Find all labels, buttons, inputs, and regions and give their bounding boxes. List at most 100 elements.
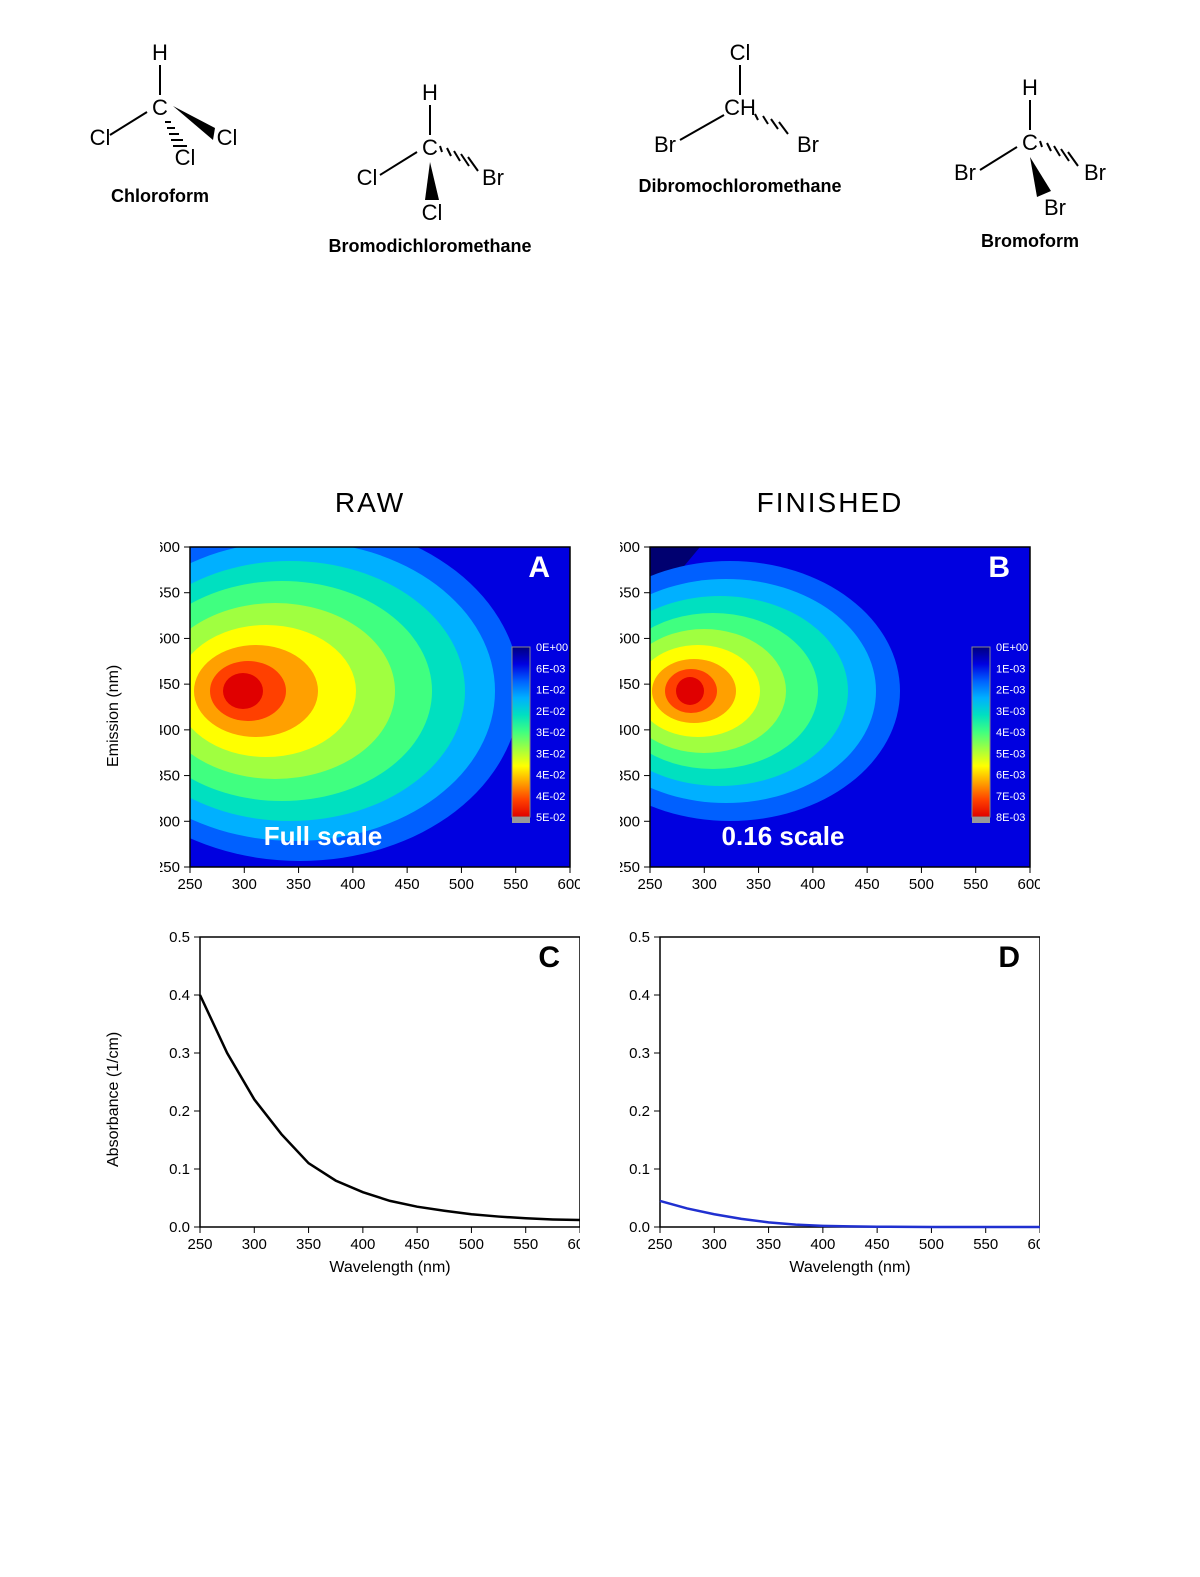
svg-text:Cl: Cl xyxy=(175,145,196,170)
svg-text:0.2: 0.2 xyxy=(629,1103,650,1120)
svg-text:350: 350 xyxy=(286,876,311,893)
svg-text:4E-03: 4E-03 xyxy=(996,727,1025,739)
svg-text:600: 600 xyxy=(620,539,640,556)
svg-text:5E-03: 5E-03 xyxy=(996,748,1025,760)
svg-text:C: C xyxy=(1022,130,1038,155)
svg-text:A: A xyxy=(528,551,550,584)
svg-text:400: 400 xyxy=(800,876,825,893)
svg-text:350: 350 xyxy=(160,768,180,785)
svg-text:B: B xyxy=(988,551,1010,584)
svg-text:Br: Br xyxy=(797,132,819,157)
svg-text:Wavelength (nm): Wavelength (nm) xyxy=(789,1259,910,1276)
svg-text:300: 300 xyxy=(702,1236,727,1253)
svg-text:400: 400 xyxy=(810,1236,835,1253)
svg-text:400: 400 xyxy=(350,1236,375,1253)
svg-text:Full scale: Full scale xyxy=(264,821,383,851)
panel-a: 2503003504004505005506002503003504004505… xyxy=(160,537,580,902)
svg-text:Br: Br xyxy=(1084,160,1106,185)
svg-text:2E-03: 2E-03 xyxy=(996,685,1025,697)
svg-text:Cl: Cl xyxy=(422,200,443,225)
svg-text:400: 400 xyxy=(620,722,640,739)
svg-text:Br: Br xyxy=(482,165,504,190)
charts-grid: Emission (nm) Absorbance (1/cm) 25030035… xyxy=(100,527,1140,1307)
svg-text:500: 500 xyxy=(909,876,934,893)
panel-b: 2503003504004505005506002503003504004505… xyxy=(620,537,1040,902)
svg-text:250: 250 xyxy=(160,859,180,876)
svg-text:400: 400 xyxy=(340,876,365,893)
svg-text:500: 500 xyxy=(160,630,180,647)
svg-text:6E-03: 6E-03 xyxy=(996,770,1025,782)
molecule-name: Bromoform xyxy=(920,231,1140,252)
svg-text:600: 600 xyxy=(567,1236,580,1253)
svg-text:350: 350 xyxy=(746,876,771,893)
svg-text:500: 500 xyxy=(919,1236,944,1253)
svg-text:500: 500 xyxy=(459,1236,484,1253)
svg-text:Br: Br xyxy=(654,132,676,157)
svg-text:Br: Br xyxy=(1044,195,1066,220)
bdcm-structure-icon: H C Cl Br Cl xyxy=(335,80,525,230)
svg-text:0.1: 0.1 xyxy=(169,1161,190,1178)
svg-text:0.1: 0.1 xyxy=(629,1161,650,1178)
page: H C Cl Cl Cl xyxy=(0,0,1200,1337)
heatmap-a: 2503003504004505005506002503003504004505… xyxy=(160,537,580,897)
svg-text:0.4: 0.4 xyxy=(629,987,650,1004)
line-chart-d: 2503003504004505005506000.00.10.20.30.40… xyxy=(620,927,1040,1277)
svg-text:0.0: 0.0 xyxy=(169,1219,190,1236)
svg-text:0.5: 0.5 xyxy=(169,929,190,946)
svg-text:D: D xyxy=(998,941,1020,974)
svg-text:3E-02: 3E-02 xyxy=(536,748,565,760)
svg-text:0.0: 0.0 xyxy=(629,1219,650,1236)
svg-text:450: 450 xyxy=(395,876,420,893)
svg-text:0.3: 0.3 xyxy=(629,1045,650,1062)
svg-text:450: 450 xyxy=(160,676,180,693)
svg-text:Cl: Cl xyxy=(217,125,238,150)
bromoform-structure-icon: H C Br Br Br xyxy=(935,75,1125,225)
column-titles: RAW FINISHED xyxy=(100,487,1140,519)
svg-text:550: 550 xyxy=(503,876,528,893)
svg-text:0.5: 0.5 xyxy=(629,929,650,946)
svg-text:1E-02: 1E-02 xyxy=(536,685,565,697)
svg-text:550: 550 xyxy=(973,1236,998,1253)
svg-text:400: 400 xyxy=(160,722,180,739)
svg-text:300: 300 xyxy=(620,813,640,830)
svg-text:H: H xyxy=(152,40,168,65)
svg-text:4E-02: 4E-02 xyxy=(536,770,565,782)
dbcm-structure-icon: Cl CH Br Br xyxy=(630,40,850,170)
molecules-row: H C Cl Cl Cl xyxy=(0,0,1200,287)
svg-text:600: 600 xyxy=(557,876,580,893)
svg-text:Cl: Cl xyxy=(357,165,378,190)
svg-text:600: 600 xyxy=(1017,876,1040,893)
svg-text:550: 550 xyxy=(963,876,988,893)
svg-text:7E-03: 7E-03 xyxy=(996,791,1025,803)
svg-text:0.3: 0.3 xyxy=(169,1045,190,1062)
svg-text:6E-03: 6E-03 xyxy=(536,663,565,675)
molecule-dibromochloromethane: Cl CH Br Br Dibromochloromethane xyxy=(600,40,880,257)
svg-text:450: 450 xyxy=(865,1236,890,1253)
svg-text:Cl: Cl xyxy=(90,125,111,150)
molecule-name: Bromodichloromethane xyxy=(300,236,560,257)
svg-text:0.16 scale: 0.16 scale xyxy=(722,821,845,851)
svg-text:0.4: 0.4 xyxy=(169,987,190,1004)
svg-text:3E-02: 3E-02 xyxy=(536,727,565,739)
svg-text:450: 450 xyxy=(620,676,640,693)
svg-text:CH: CH xyxy=(724,95,756,120)
svg-text:250: 250 xyxy=(637,876,662,893)
svg-text:1E-03: 1E-03 xyxy=(996,663,1025,675)
svg-text:450: 450 xyxy=(855,876,880,893)
svg-text:250: 250 xyxy=(177,876,202,893)
molecule-name: Dibromochloromethane xyxy=(600,176,880,197)
molecule-bromodichloromethane: H C Cl Br Cl Bromodichloromethane xyxy=(300,80,560,257)
svg-text:550: 550 xyxy=(160,585,180,602)
svg-text:Wavelength (nm): Wavelength (nm) xyxy=(329,1259,450,1276)
svg-text:C: C xyxy=(422,135,438,160)
molecule-bromoform: H C Br Br Br Bromoform xyxy=(920,75,1140,257)
svg-text:H: H xyxy=(422,80,438,105)
svg-text:0E+00: 0E+00 xyxy=(996,642,1028,654)
svg-text:500: 500 xyxy=(449,876,474,893)
y-axis-label-absorbance: Absorbance (1/cm) xyxy=(105,1032,123,1167)
svg-text:600: 600 xyxy=(1027,1236,1040,1253)
charts-block: RAW FINISHED Emission (nm) Absorbance (1… xyxy=(0,407,1200,1337)
svg-text:300: 300 xyxy=(692,876,717,893)
svg-text:Cl: Cl xyxy=(730,40,751,65)
svg-text:C: C xyxy=(538,941,560,974)
